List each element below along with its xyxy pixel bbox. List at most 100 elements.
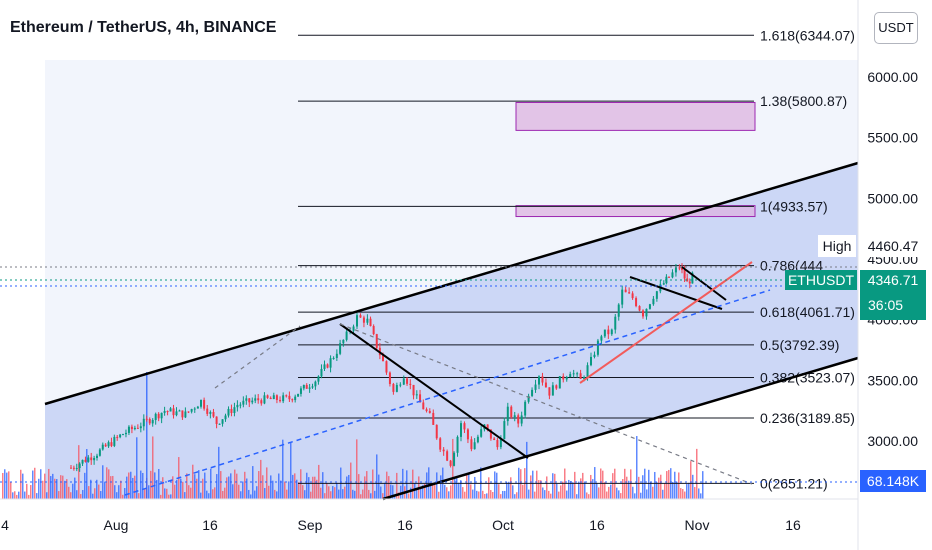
volume-bar	[98, 484, 100, 499]
candle-body	[449, 460, 452, 466]
volume-bar	[474, 476, 476, 499]
volume-bar	[434, 485, 436, 499]
volume-bar	[486, 493, 488, 499]
price-tick-label: 5000.00	[867, 190, 918, 206]
candle-body	[110, 442, 113, 446]
candle-body	[98, 449, 101, 456]
candle-body	[607, 329, 610, 335]
candle-body	[366, 318, 369, 323]
volume-bar	[270, 475, 272, 499]
volume-bar	[694, 487, 696, 499]
volume-bar	[438, 491, 440, 499]
volume-bar	[684, 491, 686, 499]
volume-bar	[390, 484, 392, 499]
candle-body	[294, 396, 297, 401]
candle-body	[551, 385, 554, 396]
volume-bar	[100, 491, 102, 499]
volume-bar	[560, 485, 562, 499]
fib-retracement: 1.618(6344.07) 1.38(5800.87) 1(4933.57) 0.7…	[298, 27, 855, 491]
candle-body	[190, 409, 193, 412]
volume-bar	[580, 478, 582, 499]
volume-bar	[586, 492, 588, 499]
candle-body	[385, 361, 388, 373]
bar-countdown-label: 36:05	[860, 290, 926, 320]
candle-body	[586, 365, 589, 378]
volume-bar	[310, 491, 312, 499]
candle-body	[136, 427, 139, 429]
candle-body	[635, 298, 638, 307]
candle-body	[470, 439, 473, 450]
volume-bar	[214, 487, 216, 499]
volume-bar	[556, 483, 558, 499]
volume-bar	[662, 489, 664, 499]
volume-bar	[20, 469, 22, 499]
candle-body	[279, 399, 282, 402]
volume-bar	[68, 486, 70, 499]
volume-bar	[504, 490, 506, 499]
candle-body	[119, 434, 122, 438]
volume-bar	[74, 477, 76, 499]
candle-body	[473, 442, 476, 450]
volume-bar	[16, 494, 18, 499]
candle-body	[686, 278, 689, 282]
candle-body	[375, 334, 378, 348]
volume-bar	[450, 485, 452, 499]
volume-bar	[520, 469, 522, 499]
volume-bar	[690, 461, 692, 499]
candle-body	[193, 408, 196, 410]
volume-bar	[530, 475, 532, 499]
candle-body	[84, 459, 87, 462]
blue-dashed-trendline	[124, 289, 771, 496]
volume-bar	[578, 481, 580, 499]
candle-body	[75, 468, 78, 470]
volume-bar	[12, 492, 14, 499]
candle-body	[104, 444, 107, 447]
volume-bar	[604, 482, 606, 499]
candle-body	[456, 436, 459, 453]
volume-bar	[122, 494, 124, 499]
volume-bar	[702, 471, 704, 499]
volume-bar	[2, 472, 4, 499]
candle-body	[499, 439, 502, 448]
volume-bar	[678, 472, 680, 499]
candle-body	[628, 292, 631, 294]
volume-bar	[384, 482, 386, 499]
volume-bar	[46, 492, 48, 499]
candle-body	[590, 356, 592, 366]
candle-body	[486, 424, 489, 430]
candle-body	[209, 412, 212, 414]
volume-bar	[354, 490, 356, 499]
volume-bar	[44, 473, 46, 499]
volume-bar	[6, 472, 8, 499]
volume-bar	[200, 492, 202, 499]
volume-bar	[688, 482, 690, 499]
candle-body	[206, 408, 209, 414]
candle-body	[254, 398, 257, 401]
volume-bar	[226, 477, 228, 499]
currency-button[interactable]: USDT	[874, 12, 918, 44]
candle-body	[317, 376, 320, 382]
candle-body	[562, 376, 565, 380]
volume-bar	[40, 469, 42, 499]
volume-bar	[642, 475, 644, 499]
volume-bar	[472, 489, 474, 499]
candle-body	[169, 408, 172, 412]
candle-body	[624, 289, 627, 293]
volume-bar	[72, 483, 74, 499]
candle-body	[435, 424, 438, 439]
volume-bar	[288, 481, 290, 499]
volume-bar	[290, 442, 292, 499]
candle-body	[691, 272, 694, 284]
volume-bar	[56, 479, 58, 499]
volume-bar	[218, 446, 220, 499]
volume-bar	[250, 494, 252, 499]
volume-bar	[118, 485, 120, 499]
volume-bar	[482, 490, 484, 499]
candle-body	[425, 409, 428, 412]
candle-body	[139, 426, 142, 429]
volume-bar	[350, 462, 352, 499]
symbol-tag: ETHUSDT	[785, 270, 857, 290]
volume-bar	[680, 488, 682, 499]
falling-trendline	[339, 323, 529, 459]
